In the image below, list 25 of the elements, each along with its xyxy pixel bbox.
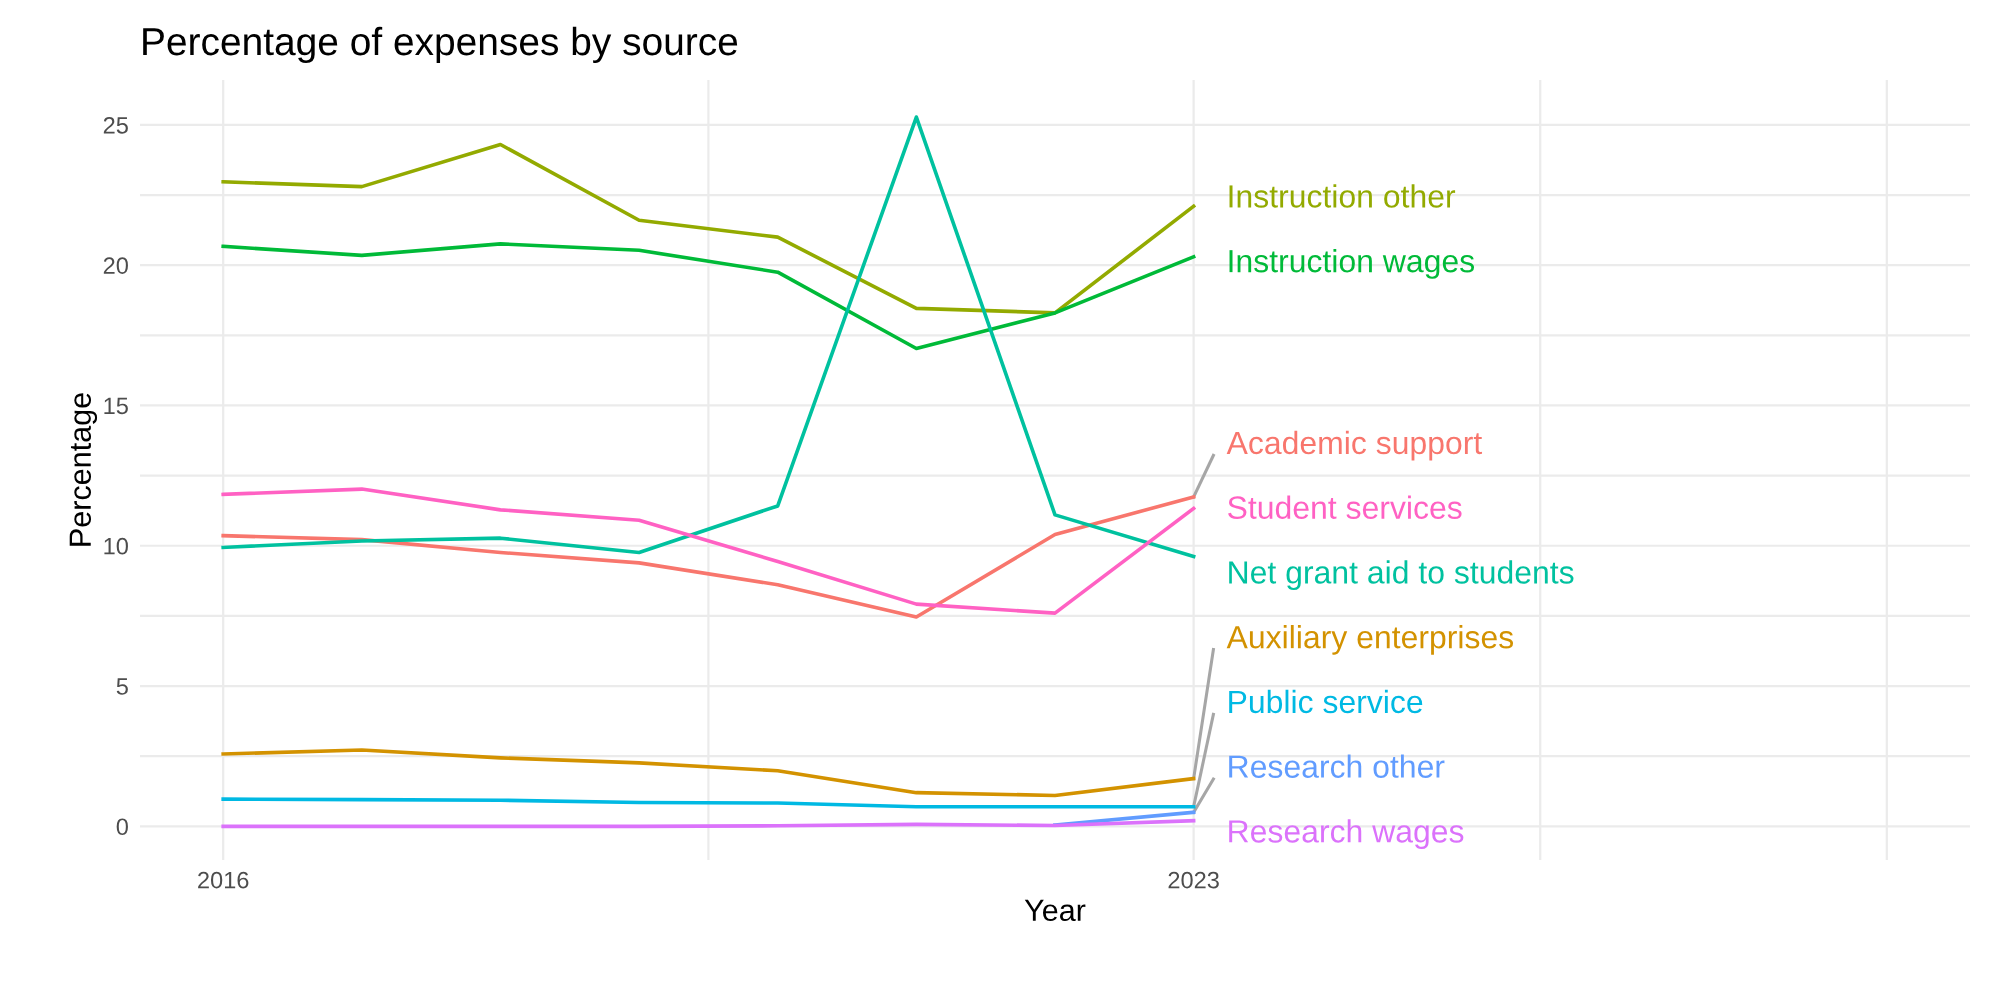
series-label: Student services [1228,495,1462,519]
y-tick-label: 5 [116,678,128,695]
line-series [221,115,1196,559]
line-series [221,748,1196,798]
series-label: Academic support [1226,430,1483,461]
series-label: Net grant aid to students [1229,560,1574,591]
y-tick-label: 25 [103,116,128,134]
y-tick-label: 10 [104,537,128,555]
y-tick-label: 0 [116,818,128,836]
line-series [221,797,1196,809]
y-tick-label: 15 [104,397,128,415]
chart-title: Percentage of expenses by source [143,26,738,64]
x-tick-label: 2016 [198,871,249,889]
y-tick-label: 20 [103,257,128,274]
text: Public service [1229,689,1423,714]
series-label: Instruction other [1229,184,1456,208]
x-tick-label: 2023 [1168,871,1219,889]
text: Auxiliary enterprises [1226,624,1514,655]
y-axis-title: Percentage [69,393,98,546]
line-series [221,242,1196,351]
series-label: Research other [1229,754,1445,778]
line-series [221,142,1196,315]
series-label: Instruction wages [1229,248,1475,279]
x-axis-title: Year [1024,899,1086,922]
series-label: Research wages [1229,819,1464,849]
